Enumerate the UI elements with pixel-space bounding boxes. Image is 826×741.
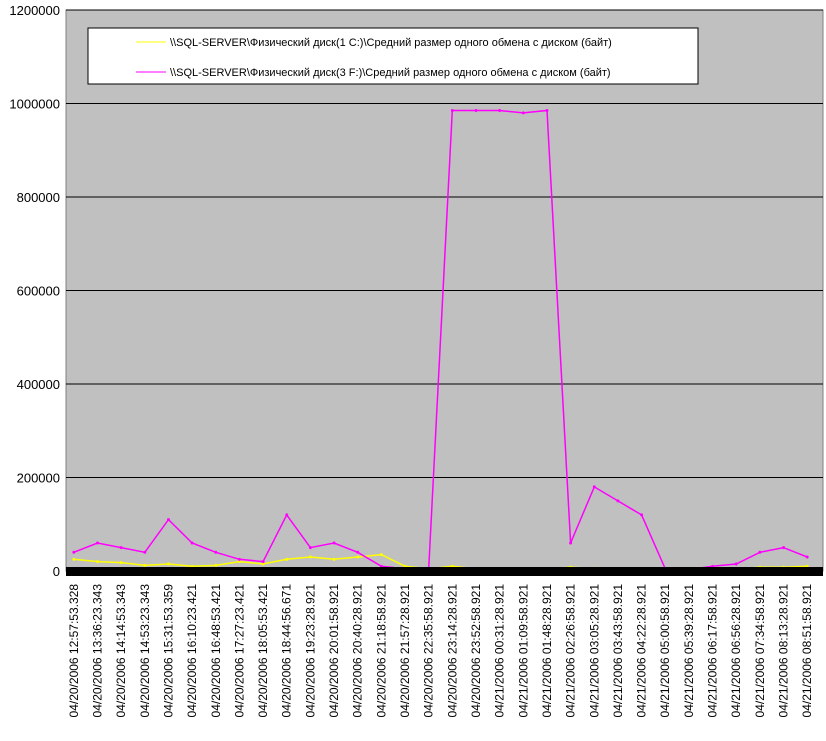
data-point [190,541,194,545]
data-point [782,546,786,550]
data-point [308,546,312,550]
data-point [356,550,360,554]
data-point [332,557,336,561]
x-tick-label: 04/21/2006 07:34:58.921 [753,584,767,718]
x-tick-label: 04/20/2006 20:40:28.921 [351,584,365,718]
x-tick-label: 04/20/2006 22:35:58.921 [422,584,436,718]
data-point [758,550,762,554]
x-tick-label: 04/20/2006 19:23:28.921 [303,584,317,718]
y-tick-label: 1000000 [9,97,60,112]
data-point [616,499,620,503]
x-tick-label: 04/20/2006 14:14:53.343 [114,584,128,718]
data-point [521,111,525,115]
x-tick-label: 04/21/2006 05:00:58.921 [658,584,672,718]
y-tick-label: 600000 [17,284,60,299]
data-point [450,109,454,113]
data-point [805,555,809,559]
data-point [119,561,123,565]
x-tick-label: 04/20/2006 18:05:53.421 [256,584,270,718]
x-tick-label: 04/20/2006 16:10:23.421 [185,584,199,718]
x-tick-label: 04/21/2006 05:39:28.921 [682,584,696,718]
data-point [379,553,383,557]
data-point [261,562,265,566]
data-point [356,555,360,559]
y-tick-label: 200000 [17,471,60,486]
data-point [166,518,170,522]
data-point [498,109,502,113]
y-tick-label: 1200000 [9,3,60,18]
x-tick-label: 04/21/2006 03:05:28.921 [587,584,601,718]
data-point [640,513,644,517]
legend-label-series-2: \\SQL-SERVER\Физический диск(3 F:)\Средн… [170,67,611,79]
data-point [545,109,549,113]
data-point [214,550,218,554]
x-tick-label: 04/21/2006 01:09:58.921 [516,584,530,718]
legend: \\SQL-SERVER\Физический диск(1 C:)\Средн… [87,27,699,85]
x-tick-label: 04/20/2006 21:57:28.921 [398,584,412,718]
gridlines [66,9,823,478]
x-tick-label: 04/20/2006 18:44:56.671 [280,584,294,718]
legend-label-series-1: \\SQL-SERVER\Физический диск(1 C:)\Средн… [170,37,612,49]
x-tick-label: 04/21/2006 03:43:58.921 [611,584,625,718]
x-tick-label: 04/20/2006 23:52:58.921 [469,584,483,718]
x-tick-label: 04/20/2006 20:01:58.921 [327,584,341,718]
x-tick-label: 04/21/2006 08:13:28.921 [777,584,791,718]
x-tick-label: 04/20/2006 13:36:23.343 [90,584,104,718]
data-point [308,555,312,559]
y-tick-label: 0 [53,564,60,579]
data-point [734,562,738,566]
data-point [332,541,336,545]
data-point [72,557,76,561]
x-tick-label: 04/20/2006 14:53:23.343 [138,584,152,718]
x-tick-label: 04/20/2006 21:18:58.921 [374,584,388,718]
x-tick-label: 04/20/2006 17:27:23.421 [232,584,246,718]
data-point [95,541,99,545]
data-point [143,563,147,567]
data-point [285,557,289,561]
x-tick-label: 04/20/2006 16:48:53.421 [209,584,223,718]
x-tick-label: 04/21/2006 00:31:28.921 [493,584,507,718]
x-tick-label: 04/21/2006 01:48:28.921 [540,584,554,718]
data-point [119,546,123,550]
x-tick-label: 04/20/2006 12:57:53.328 [67,584,81,718]
data-point [166,562,170,566]
data-point [143,550,147,554]
x-tick-label: 04/20/2006 23:14:28.921 [445,584,459,718]
y-tick-label: 400000 [17,377,60,392]
x-tick-label: 04/21/2006 02:26:58.921 [564,584,578,718]
x-axis-ticks: 04/20/2006 12:57:53.328 04/20/2006 13:36:… [67,584,814,718]
data-point [214,563,218,567]
y-axis-ticks: 0 200000 400000 600000 800000 1000000 1200000 [9,3,60,579]
x-tick-label: 04/20/2006 15:31:53.359 [161,584,175,718]
x-tick-label: 04/21/2006 04:22:28.921 [635,584,649,718]
data-point [592,485,596,489]
data-point [237,557,241,561]
x-tick-label: 04/21/2006 08:51:58.921 [800,584,814,718]
x-tick-label: 04/21/2006 06:56:28.921 [729,584,743,718]
data-point [474,109,478,113]
data-point [569,541,573,545]
x-axis-baseline [66,567,823,576]
data-point [72,550,76,554]
y-tick-label: 800000 [17,190,60,205]
legend-box [87,27,699,85]
data-point [285,513,289,517]
data-point [95,560,99,564]
data-point [261,560,265,564]
x-tick-label: 04/21/2006 06:17:58.921 [706,584,720,718]
data-point [237,560,241,564]
